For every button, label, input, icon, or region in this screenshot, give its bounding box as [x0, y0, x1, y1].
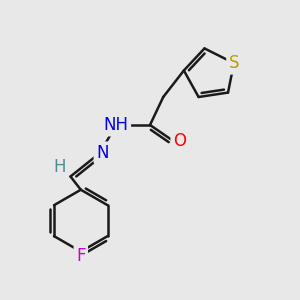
Text: N: N [96, 144, 109, 162]
Text: F: F [76, 247, 86, 265]
Text: S: S [229, 54, 239, 72]
Text: H: H [53, 158, 66, 176]
Text: NH: NH [103, 116, 129, 134]
Text: O: O [173, 132, 186, 150]
